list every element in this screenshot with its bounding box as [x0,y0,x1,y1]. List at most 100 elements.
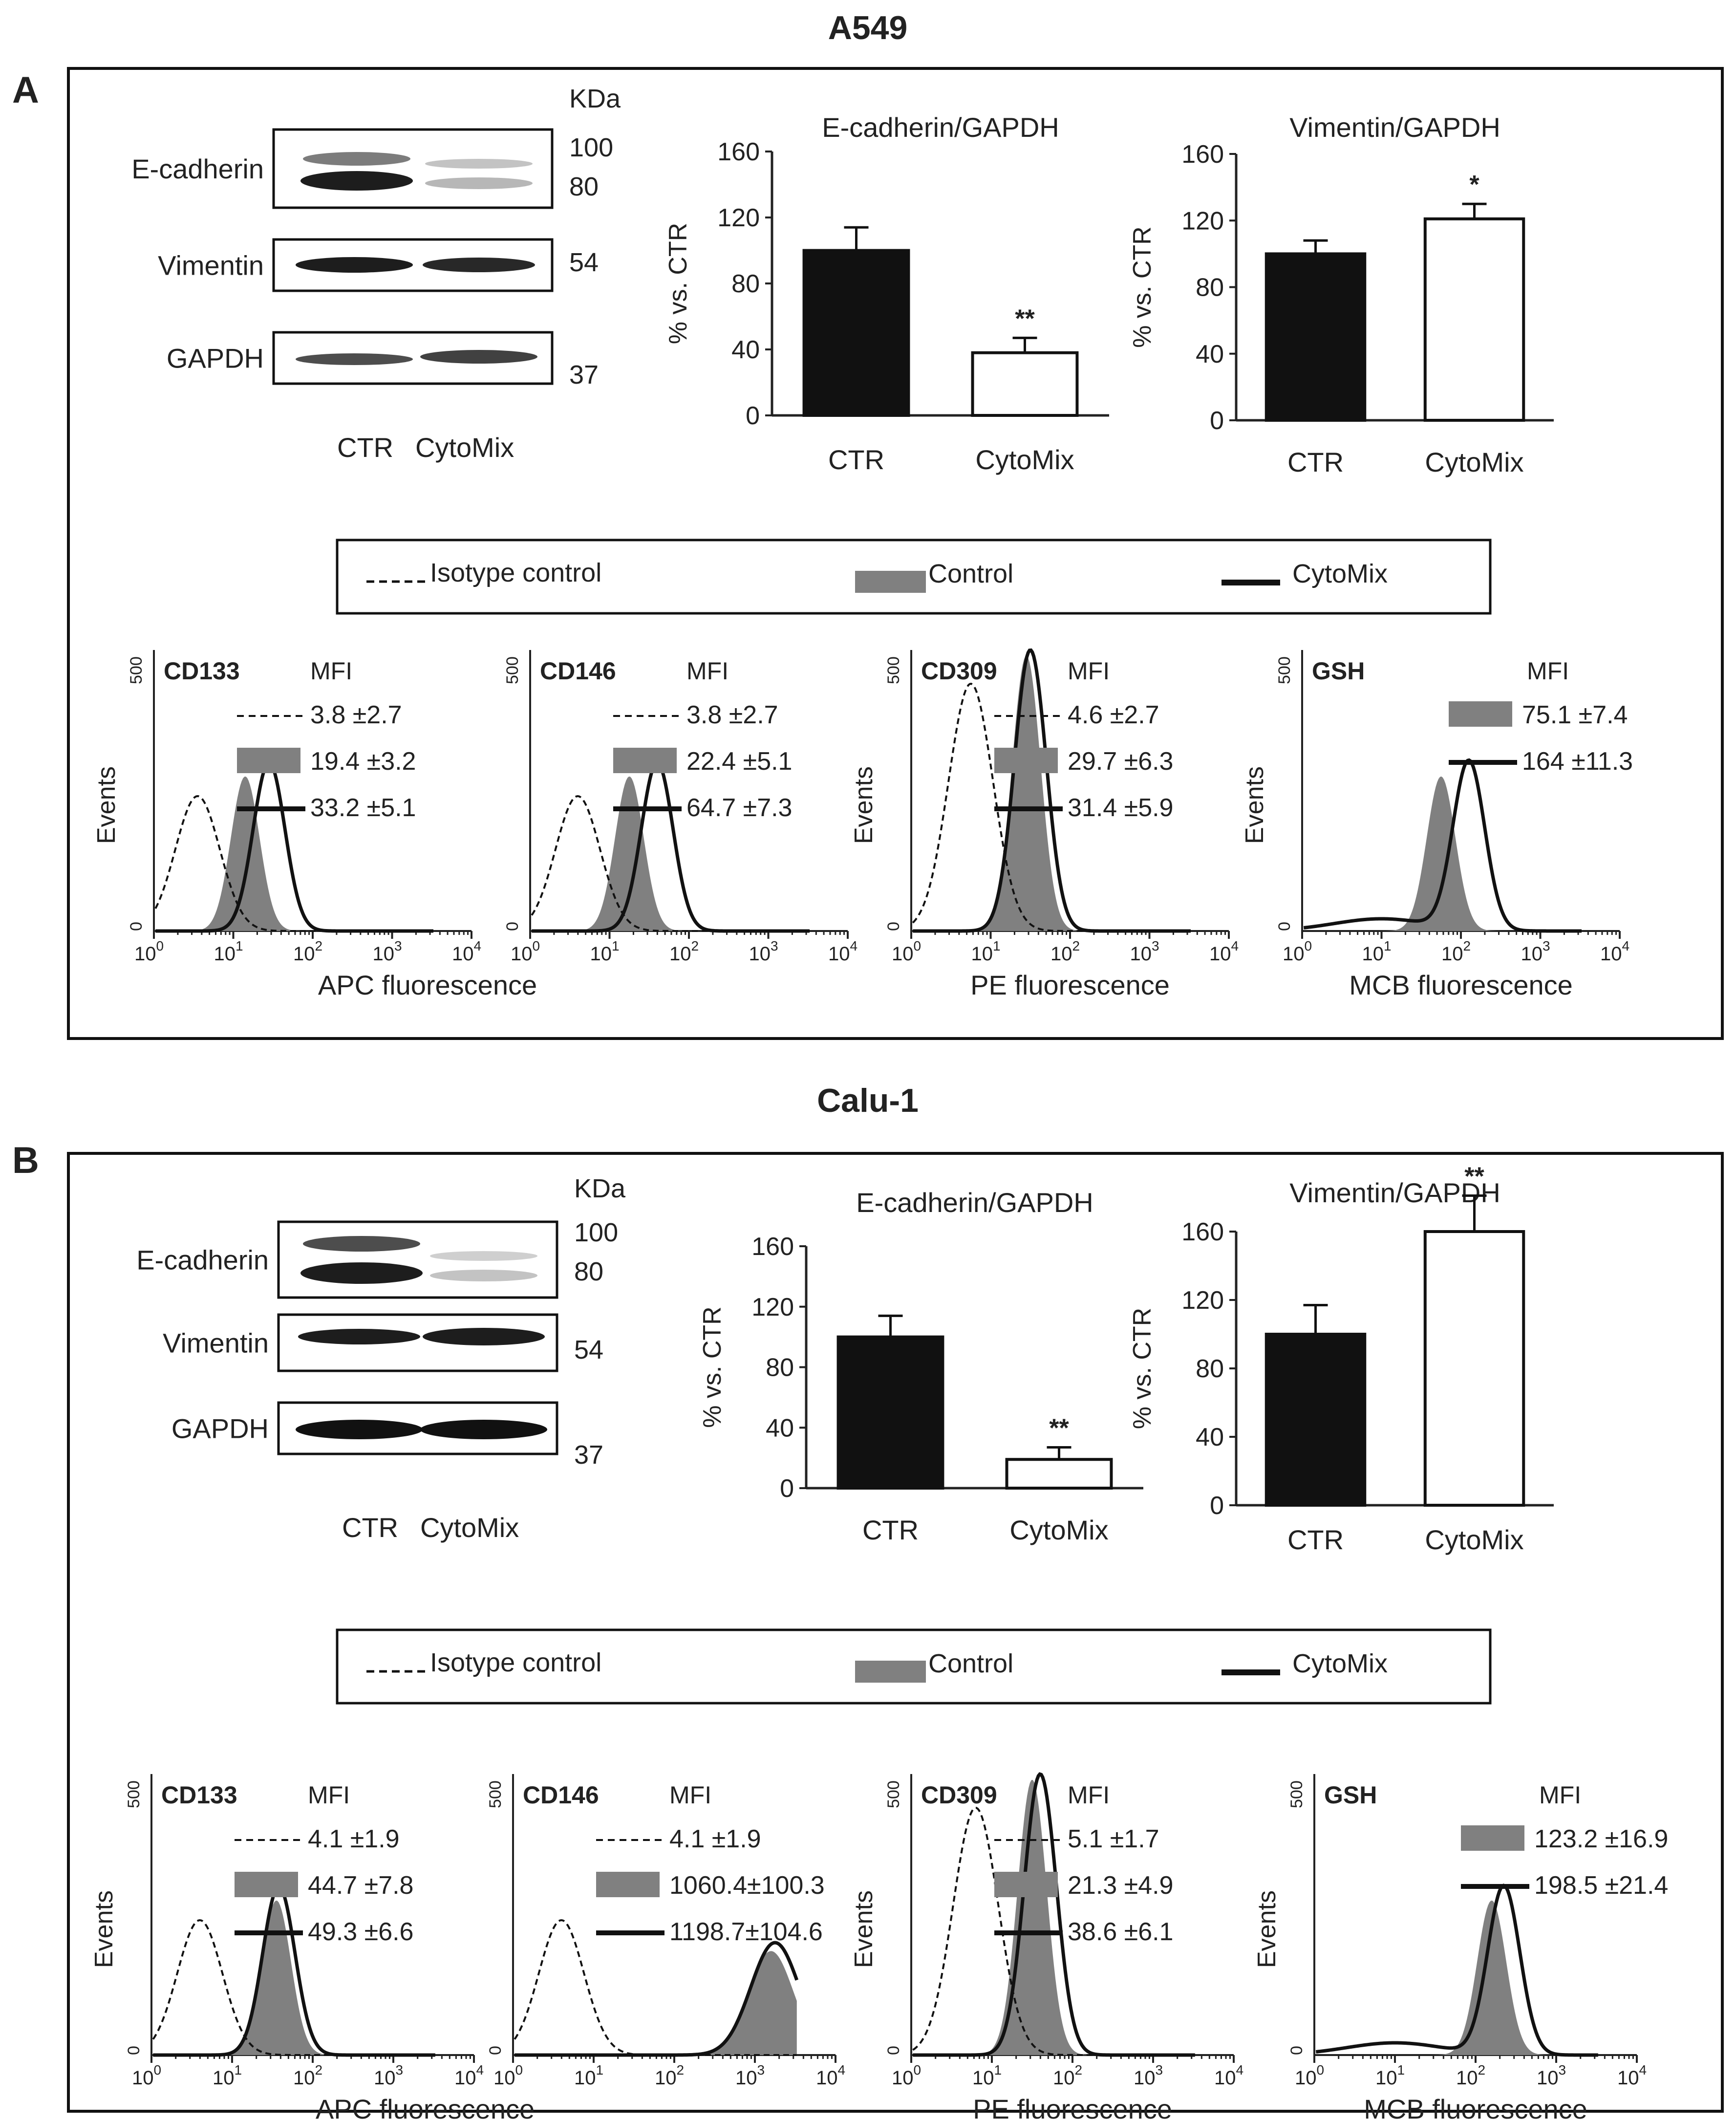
x-tick-label: 101 [1362,938,1391,965]
x-tick-exponent: 4 [837,2062,845,2078]
blot-protein-label: GAPDH [167,343,264,374]
mfi-value: 1060.4±100.3 [669,1871,825,1900]
x-tick-exponent: 1 [1384,938,1392,953]
x-axis-label: MCB fluorescence [1349,970,1573,1000]
kda-value: 54 [574,1335,603,1364]
cytomix-histogram [1315,1884,1598,2057]
mfi-value: 49.3 ±6.6 [308,1918,413,1946]
x-tick-label: 103 [749,938,778,965]
x-tick-exponent: 3 [1558,2062,1566,2078]
blot-protein-label: E-cadherin [131,153,264,184]
x-tick-exponent: 4 [1236,2062,1243,2078]
y-tick-label: 40 [1196,340,1224,368]
chart-title: Vimentin/GAPDH [1289,1177,1500,1208]
y-axis-label: % vs. CTR [1128,1308,1157,1429]
x-tick-exponent: 3 [395,2062,403,2078]
x-tick-label: 101 [971,938,1000,965]
lane-label: CTR [337,432,393,463]
mfi-value: 44.7 ±7.8 [308,1871,413,1900]
cytomix-histogram [532,760,810,933]
protein-band [430,1270,537,1281]
cytomix-histogram [913,648,1191,933]
mfi-label: MFI [669,1781,711,1809]
category-label: CTR [828,444,884,475]
y-tick-label: 0 [884,922,903,931]
mfi-value: 19.4 ±3.2 [310,747,416,776]
y-tick-label: 500 [884,656,903,684]
y-tick-label: 0 [486,2046,505,2055]
y-tick-label: 80 [731,270,760,298]
x-tick-exponent: 2 [1074,2062,1082,2078]
mfi-value: 4.1 ±1.9 [308,1825,400,1853]
x-tick-exponent: 3 [757,2062,765,2078]
kda-value: 100 [574,1218,618,1247]
x-tick-exponent: 0 [532,938,540,953]
x-tick-label: 103 [374,2062,403,2089]
x-axis-label: APC fluorescence [316,2094,535,2122]
marker-label: GSH [1312,657,1365,685]
mfi-value: 29.7 ±6.3 [1068,747,1173,776]
x-tick-exponent: 4 [473,938,481,953]
cytomix-histogram [913,1772,1195,2057]
y-tick-label: 0 [127,922,146,931]
x-tick-label: 104 [452,938,481,965]
mfi-label: MFI [308,1781,350,1809]
x-tick-exponent: 2 [676,2062,684,2078]
kda-value: 100 [569,133,613,162]
bar-cytomix [1005,1458,1113,1490]
mfi-value: 4.6 ±2.7 [1068,701,1159,729]
x-tick-exponent: 1 [234,2062,242,2078]
mfi-value: 64.7 ±7.3 [686,794,792,822]
legend-cytomix-label: CytoMix [1292,1649,1388,1678]
x-tick-label: 104 [454,2062,484,2089]
bar-cytomix [1423,217,1525,422]
x-tick-label: 103 [735,2062,765,2089]
y-tick-label: 160 [717,138,760,166]
x-axis-label: PE fluorescence [970,970,1170,1000]
x-tick-exponent: 3 [1155,2062,1163,2078]
protein-band [300,171,413,191]
mfi-control-swatch [994,748,1058,773]
x-tick-label: 101 [574,2062,603,2089]
x-tick-label: 100 [134,938,164,965]
kda-value: 37 [574,1440,603,1470]
y-tick-label: 500 [486,1780,505,1808]
y-tick-label: 120 [1181,207,1224,235]
x-tick-exponent: 2 [691,938,699,953]
significance-mark: * [1469,171,1479,199]
x-tick-exponent: 4 [1231,938,1239,953]
x-tick-label: 104 [828,938,857,965]
y-tick-label: 500 [884,1780,903,1808]
protein-band [296,257,413,273]
protein-band [303,1236,420,1252]
control-histogram [1304,776,1582,931]
legend-cytomix-label: CytoMix [1292,559,1388,588]
x-tick-exponent: 1 [596,2062,603,2078]
x-tick-exponent: 3 [394,938,402,953]
panel-letter: A [12,69,39,111]
control-histogram [913,1779,1195,2055]
y-tick-label: 0 [1287,2046,1306,2055]
x-tick-exponent: 4 [476,2062,484,2078]
x-tick-exponent: 1 [1397,2062,1405,2078]
y-tick-label: 40 [766,1414,794,1442]
y-tick-label: 500 [1287,1780,1306,1808]
protein-band [303,152,410,166]
protein-band [296,1420,423,1439]
x-tick-exponent: 1 [612,938,620,953]
x-tick-label: 102 [293,2062,322,2089]
x-tick-label: 104 [1214,2062,1243,2089]
protein-band [423,1328,545,1345]
blot-box [272,128,554,209]
marker-label: CD133 [164,657,240,685]
marker-label: CD146 [540,657,616,685]
protein-band [425,177,533,189]
y-tick-label: 500 [1275,656,1294,684]
x-tick-label: 103 [372,938,402,965]
